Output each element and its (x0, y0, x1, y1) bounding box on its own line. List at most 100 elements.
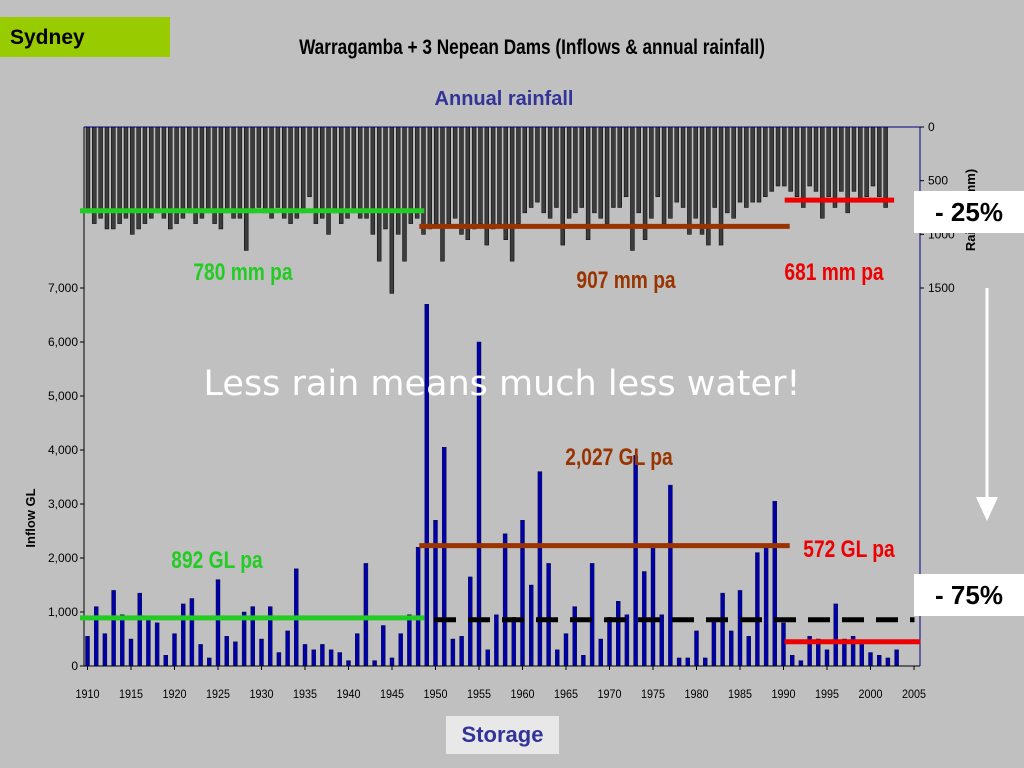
inflow-bar (372, 660, 377, 667)
rainfall-bar (807, 126, 812, 187)
rainfall-change-callout: - 25% (914, 191, 1024, 233)
y-tick-label: 1,000 (48, 605, 78, 619)
inflow-bar (581, 655, 586, 667)
inflow-bar (650, 547, 656, 667)
rainfall-bar (402, 126, 407, 262)
x-tick-label: 1930 (249, 689, 273, 702)
y-axis-label: Inflow GL (23, 488, 38, 547)
rainfall-bar (731, 126, 736, 219)
inflow-average-label: 2,027 GL pa (565, 443, 673, 471)
rainfall-bar (535, 126, 540, 203)
rainfall-bar (832, 126, 838, 208)
inflow-bar (494, 614, 499, 667)
rainfall-bars (85, 126, 888, 294)
rainfall-bar (370, 126, 376, 235)
inflow-bar (616, 601, 621, 667)
inflow-bar (781, 622, 786, 667)
x-tick-label: 1935 (293, 689, 317, 702)
rainfall-bar (522, 126, 527, 214)
right-tick-label: 1500 (928, 281, 955, 295)
rainfall-bar (218, 126, 224, 230)
inflow-bar (111, 590, 116, 667)
rainfall-bar (693, 126, 698, 219)
rainfall-bar (395, 126, 401, 235)
x-tick-label: 1975 (641, 689, 665, 702)
axes: 0 1,000 2,000 3,000 4,000 5,000 6,000 7,000 1910… (23, 120, 978, 701)
inflow-bar (407, 614, 412, 667)
rainfall-bar (788, 126, 793, 192)
inflow-bar (207, 657, 212, 667)
rainfall-bar (668, 126, 673, 219)
rainfall-bar (364, 126, 369, 219)
rainfall-bar (858, 126, 863, 203)
rainfall-bar (503, 126, 509, 240)
rainfall-bar (459, 126, 464, 235)
inflow-bar (598, 638, 603, 667)
y-tick-label: 2,000 (48, 551, 78, 565)
inflow-bar (859, 644, 864, 667)
inflow-bar (668, 484, 673, 667)
inflow-bar (676, 657, 682, 667)
inflow-bar (180, 603, 186, 667)
rainfall-bar (123, 126, 129, 219)
x-tick-label: 1920 (162, 689, 186, 702)
page-title: Warragamba + 3 Nepean Dams (Inflows & an… (299, 36, 765, 59)
inflow-bar (389, 657, 395, 667)
inflow-bar (285, 630, 290, 667)
inflow-bar (563, 633, 569, 667)
average-lines: 780 mm pa 907 mm pa 681 mm pa 892 GL pa 2,02… (80, 197, 921, 645)
inflow-bar (555, 649, 560, 667)
rainfall-bar (111, 126, 116, 230)
y-tick-label: 4,000 (48, 443, 78, 457)
inflow-bar (154, 622, 160, 667)
inflow-bar (311, 649, 316, 667)
rainfall-bar (427, 126, 433, 230)
rainfall-bar (737, 126, 743, 203)
y-tick-label: 5,000 (48, 389, 78, 403)
rainfall-bar (655, 126, 660, 198)
rainfall-bar (237, 126, 243, 219)
rainfall-bar (414, 126, 420, 219)
x-tick-label: 1940 (336, 689, 360, 702)
rainfall-bar (376, 126, 382, 262)
rainfall-bar (554, 126, 559, 208)
rainfall-bar (225, 126, 230, 214)
rainfall-bar (642, 126, 648, 240)
rainfall-bar (471, 126, 477, 230)
inflow-bar (276, 652, 282, 667)
rainfall-bar (547, 126, 553, 219)
rainfall-bar (433, 126, 439, 224)
x-tick-label: 1910 (75, 689, 99, 702)
x-tick-label: 1995 (815, 689, 839, 702)
inflow-bar (720, 592, 725, 667)
down-arrow-icon (976, 497, 998, 521)
rainfall-bar (541, 126, 546, 214)
x-tick-label: 1970 (597, 689, 621, 702)
rainfall-bar (725, 126, 730, 214)
rainfall-bar (826, 126, 831, 198)
rainfall-bar (307, 126, 312, 198)
right-tick-label: 0 (928, 120, 935, 134)
rainfall-bar (775, 126, 781, 187)
rainfall-bar (509, 126, 515, 262)
rainfall-bar (687, 126, 692, 235)
rainfall-average-label: 681 mm pa (784, 258, 884, 286)
rainfall-bar (617, 126, 622, 208)
storage-button[interactable]: Storage (446, 716, 559, 754)
y-tick-label: 7,000 (48, 281, 78, 295)
y-tick-label: 3,000 (48, 497, 78, 511)
inflow-bar (685, 657, 690, 667)
inflow-bar (729, 630, 734, 667)
x-tick-label: 2005 (902, 689, 926, 702)
inflow-bar (442, 447, 447, 667)
inflow-bar (320, 644, 325, 667)
rainfall-bar (149, 126, 154, 219)
x-tick-label: 1990 (771, 689, 795, 702)
rainfall-bar (699, 126, 705, 235)
rainfall-bar (712, 126, 717, 208)
inflow-bar (537, 471, 543, 667)
x-tick-label: 1980 (684, 689, 708, 702)
rainfall-bar (263, 126, 268, 214)
rainfall-bar (168, 126, 173, 230)
inflow-bar (302, 644, 308, 667)
